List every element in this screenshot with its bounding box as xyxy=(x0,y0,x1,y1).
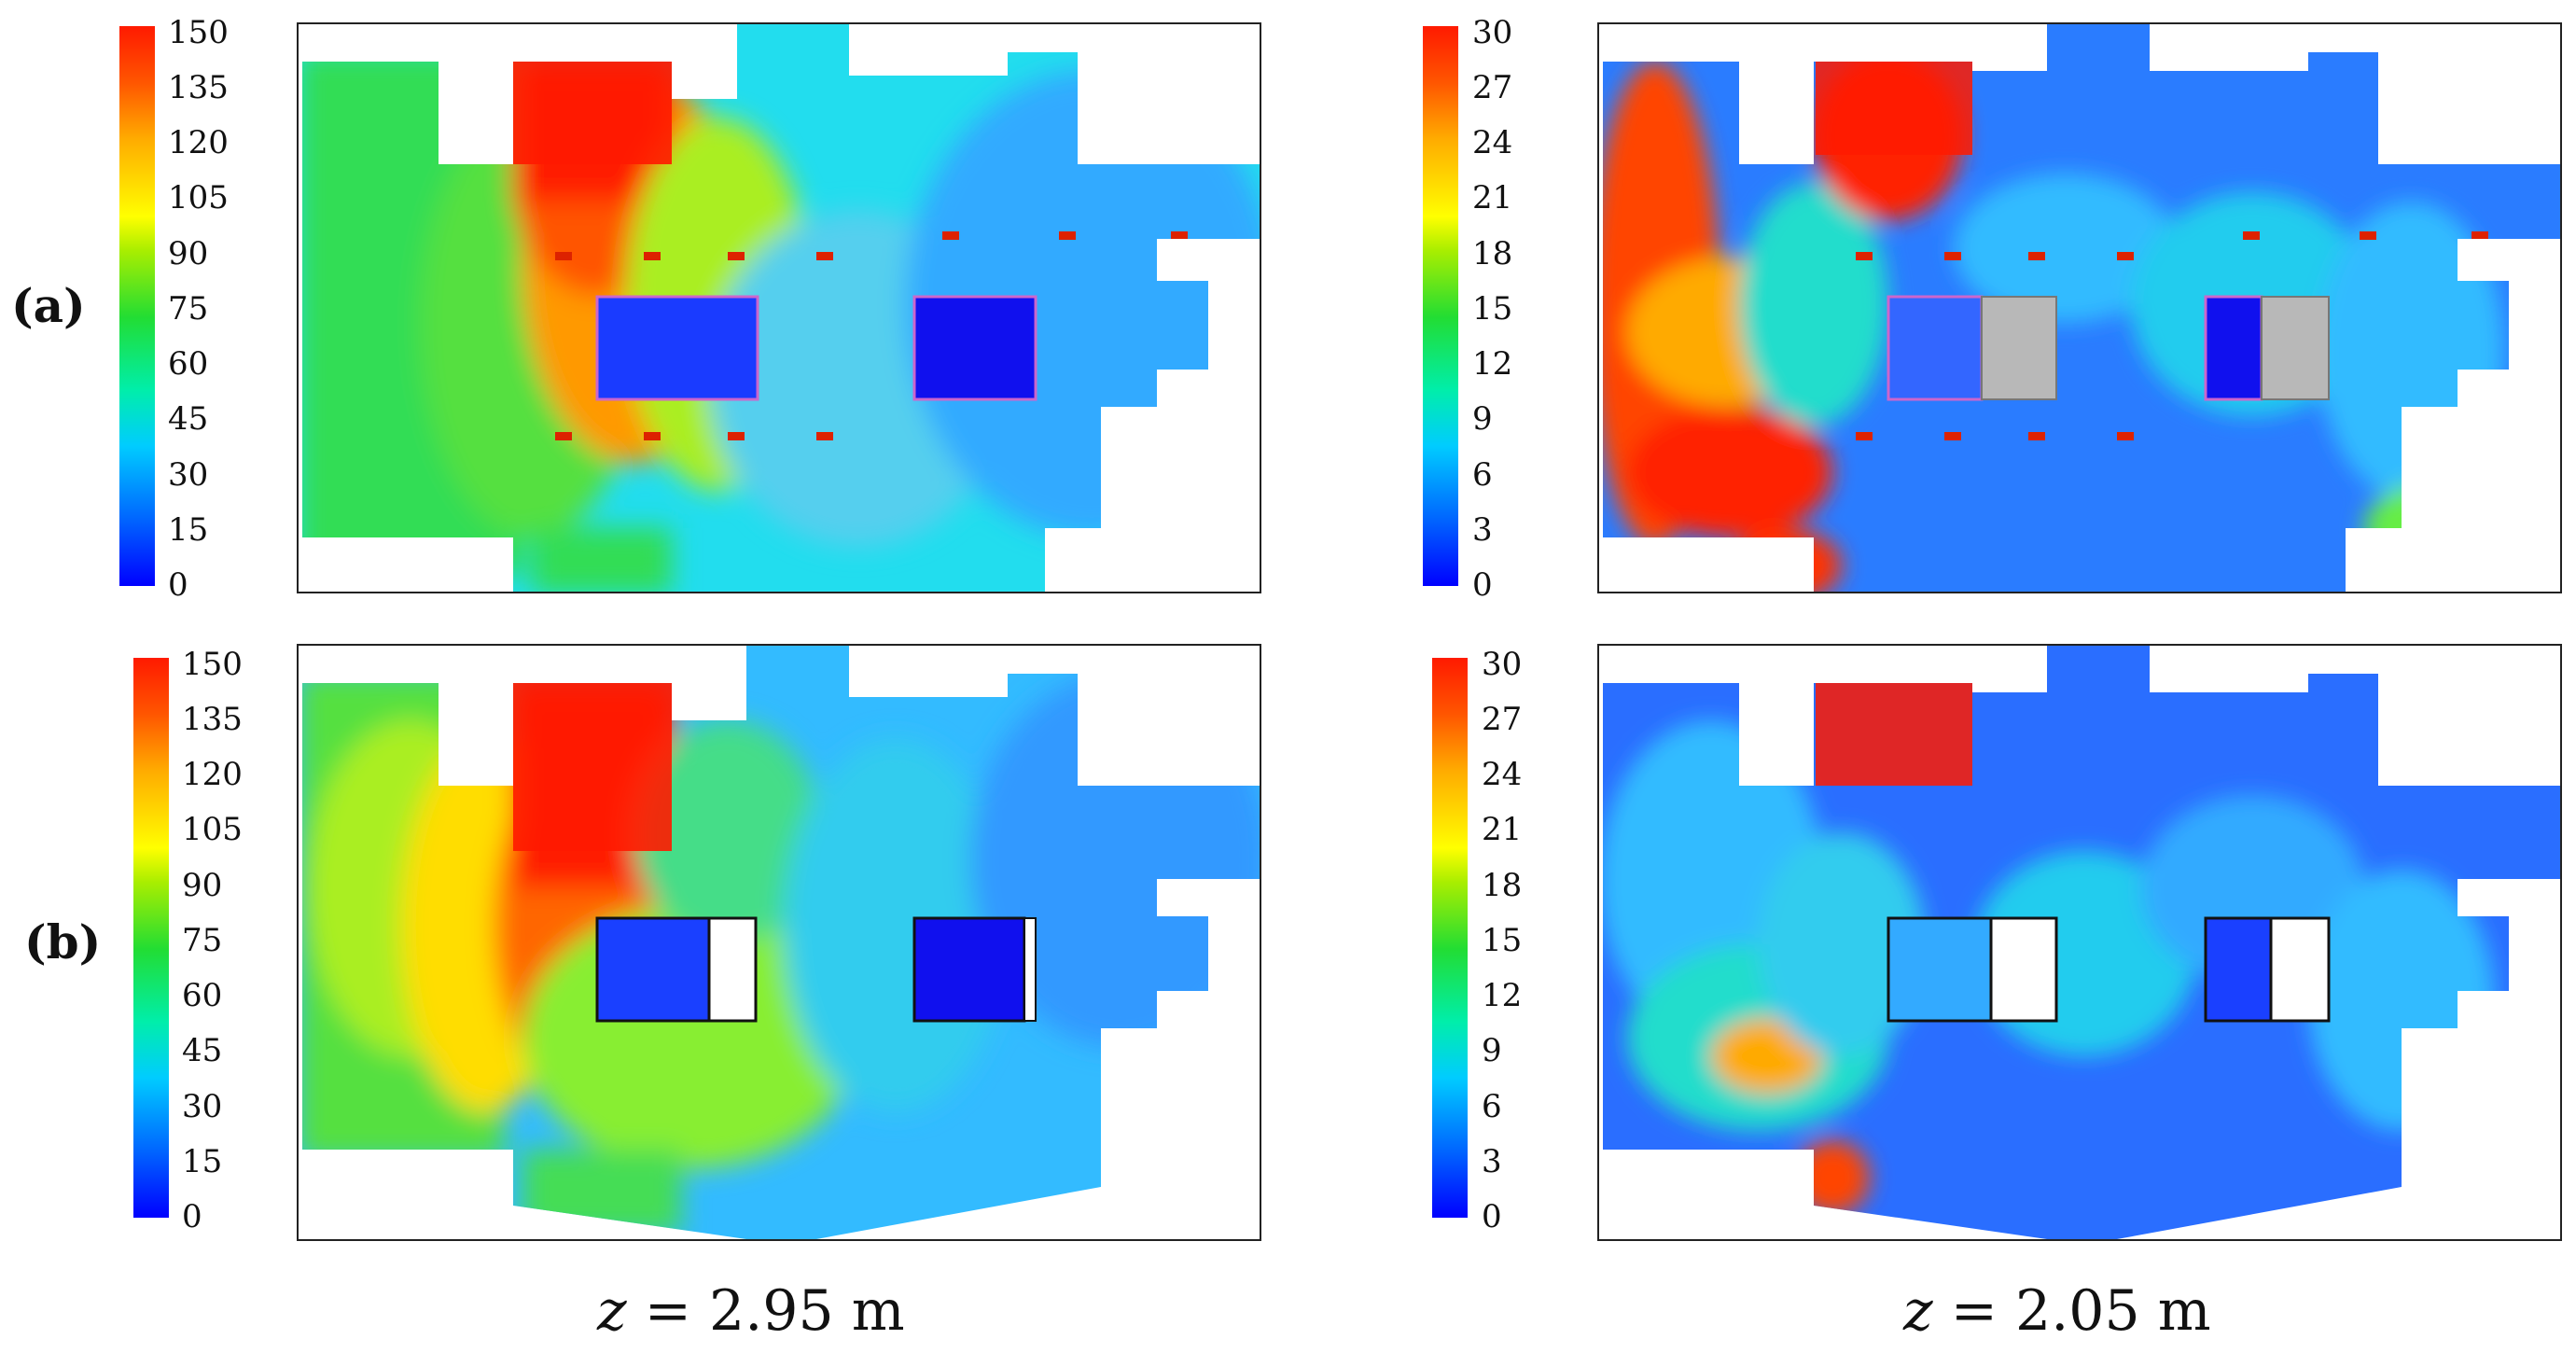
tick-label: 30 xyxy=(1482,646,1523,683)
panel-a-temperature xyxy=(297,22,1261,593)
tick-label: 135 xyxy=(182,701,243,738)
colorbar-ticks-velocity-a: 30 27 24 21 18 15 12 9 6 3 0 xyxy=(1472,14,1538,601)
column-label-right: z = 2.05 m xyxy=(1903,1278,2211,1344)
tick-label: 75 xyxy=(182,922,223,959)
tick-label: 150 xyxy=(182,646,243,683)
tick-label: 15 xyxy=(1472,290,1513,328)
tick-label: 75 xyxy=(168,290,209,328)
z-eq: = 2.05 m xyxy=(1932,1278,2211,1344)
colorbar-velocity-b xyxy=(1432,658,1468,1218)
tick-label: 21 xyxy=(1482,811,1523,848)
tick-label: 12 xyxy=(1482,977,1523,1014)
tick-label: 18 xyxy=(1472,235,1513,272)
colorbar-temperature-a xyxy=(119,26,155,586)
tick-label: 24 xyxy=(1482,756,1523,793)
tick-label: 21 xyxy=(1472,179,1513,216)
tick-label: 6 xyxy=(1482,1088,1502,1125)
tick-label: 0 xyxy=(182,1198,202,1235)
panel-a-velocity xyxy=(1597,22,2562,593)
panel-b-temperature xyxy=(297,644,1261,1241)
row-label-a: (a) xyxy=(11,278,86,333)
colorbar-velocity-a xyxy=(1423,26,1458,586)
z-var: z xyxy=(597,1278,627,1344)
tick-label: 105 xyxy=(168,179,229,216)
tick-label: 45 xyxy=(182,1032,223,1069)
panel-b-velocity xyxy=(1597,644,2562,1241)
colorbar-temperature-b xyxy=(133,658,169,1218)
z-eq: = 2.95 m xyxy=(626,1278,905,1344)
tick-label: 3 xyxy=(1472,511,1493,549)
tick-label: 120 xyxy=(168,124,229,161)
tick-label: 30 xyxy=(1472,14,1513,51)
tick-label: 60 xyxy=(182,977,223,1014)
tick-label: 150 xyxy=(168,14,229,51)
colorbar-ticks-velocity-b: 30 27 24 21 18 15 12 9 6 3 0 xyxy=(1482,646,1547,1233)
column-label-left: z = 2.95 m xyxy=(597,1278,905,1344)
tick-label: 30 xyxy=(182,1088,223,1125)
tick-label: 27 xyxy=(1482,701,1523,738)
tick-label: 9 xyxy=(1472,400,1493,438)
tick-label: 105 xyxy=(182,811,243,848)
tick-label: 3 xyxy=(1482,1143,1502,1180)
z-var: z xyxy=(1903,1278,1933,1344)
tick-label: 18 xyxy=(1482,867,1523,904)
tick-label: 15 xyxy=(182,1143,223,1180)
row-label-b: (b) xyxy=(24,914,102,969)
tick-label: 15 xyxy=(168,511,209,549)
tick-label: 90 xyxy=(168,235,209,272)
tick-label: 12 xyxy=(1472,345,1513,383)
tick-label: 30 xyxy=(168,456,209,494)
tick-label: 0 xyxy=(1482,1198,1502,1235)
tick-label: 6 xyxy=(1472,456,1493,494)
tick-label: 27 xyxy=(1472,69,1513,106)
tick-label: 24 xyxy=(1472,124,1513,161)
tick-label: 60 xyxy=(168,345,209,383)
tick-label: 0 xyxy=(168,566,188,604)
colorbar-ticks-temperature-a: 150 135 120 105 90 75 60 45 30 15 0 xyxy=(168,14,243,601)
tick-label: 90 xyxy=(182,867,223,904)
tick-label: 0 xyxy=(1472,566,1493,604)
tick-label: 9 xyxy=(1482,1032,1502,1069)
tick-label: 15 xyxy=(1482,922,1523,959)
contour-field-a-velocity xyxy=(1603,24,2560,592)
contour-field-b-temperature xyxy=(302,646,1260,1239)
colorbar-ticks-temperature-b: 150 135 120 105 90 75 60 45 30 15 0 xyxy=(182,646,257,1233)
contour-field-a-temperature xyxy=(302,24,1260,592)
tick-label: 120 xyxy=(182,756,243,793)
tick-label: 135 xyxy=(168,69,229,106)
tick-label: 45 xyxy=(168,400,209,438)
contour-field-b-velocity xyxy=(1603,646,2560,1239)
